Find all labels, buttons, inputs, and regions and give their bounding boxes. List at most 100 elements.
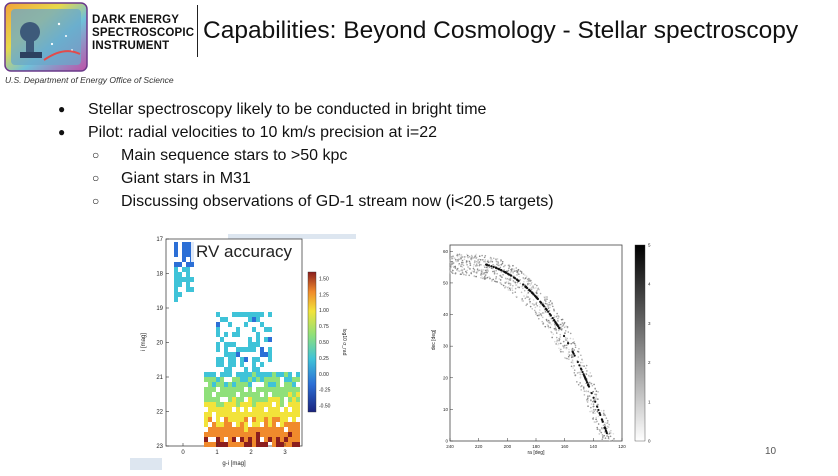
heatmap-cell	[288, 442, 292, 447]
heatmap-cell	[256, 437, 260, 442]
heatmap-cell	[240, 422, 244, 427]
scatter-point	[509, 289, 512, 291]
heatmap-cell	[240, 382, 244, 387]
scatter-point	[452, 261, 455, 264]
scatter-point	[584, 367, 587, 370]
scatter-point	[531, 303, 534, 305]
scatter-point	[547, 326, 550, 329]
heatmap-cell	[284, 382, 288, 387]
x-tick-label: 240	[446, 444, 454, 449]
scatter-point	[574, 374, 577, 376]
scatter-point	[483, 256, 486, 259]
scatter-point	[567, 342, 570, 345]
heatmap-cell	[256, 402, 260, 407]
scatter-point	[488, 276, 490, 278]
colorbar-tick-label: 0	[648, 439, 651, 444]
scatter-point	[580, 385, 583, 387]
heatmap-cell	[208, 387, 212, 392]
heatmap-cell	[276, 372, 280, 377]
scatter-point	[536, 289, 538, 292]
heatmap-cell	[232, 312, 236, 317]
heatmap-cell	[268, 377, 272, 382]
scatter-point	[596, 426, 599, 429]
heatmap-cell	[244, 392, 248, 397]
scatter-point	[548, 315, 551, 318]
scatter-point	[559, 342, 562, 345]
heatmap-cell	[264, 327, 268, 332]
scatter-point	[487, 259, 489, 262]
heatmap-cell	[276, 442, 280, 447]
heatmap-cell	[212, 377, 216, 382]
heatmap-cell	[220, 402, 224, 407]
heatmap-cell	[204, 377, 208, 382]
scatter-point	[571, 347, 574, 350]
scatter-point	[499, 260, 502, 262]
scatter-point	[549, 303, 552, 306]
scatter-point	[472, 265, 475, 268]
scatter-point	[496, 258, 499, 260]
scatter-point	[553, 315, 556, 317]
heatmap-cell	[208, 427, 212, 432]
heatmap-cell	[208, 407, 212, 412]
scatter-point	[481, 275, 483, 278]
scatter-point	[519, 282, 522, 285]
heatmap-cell	[240, 377, 244, 382]
scatter-point	[568, 348, 570, 351]
heatmap-cell	[252, 432, 256, 437]
colorbar-tick-label: -0.25	[319, 388, 331, 394]
heatmap-cell	[228, 402, 232, 407]
heatmap-cell	[252, 437, 256, 442]
heatmap-cell	[256, 337, 260, 342]
heatmap-cell	[252, 442, 256, 447]
scatter-point	[451, 257, 453, 260]
heatmap-cell	[208, 397, 212, 402]
heatmap-cell	[240, 357, 244, 362]
scatter-point	[549, 306, 551, 309]
scatter-point	[476, 270, 479, 272]
scatter-point	[458, 253, 461, 256]
heatmap-cell	[240, 412, 244, 417]
scatter-point	[543, 312, 545, 314]
heatmap-cell	[212, 397, 216, 402]
heatmap-cell	[244, 437, 248, 442]
scatter-point	[594, 408, 597, 411]
heatmap-cell	[228, 437, 232, 442]
heatmap-cell	[280, 392, 284, 397]
heatmap-cell	[264, 372, 268, 377]
heatmap-cell	[224, 392, 228, 397]
heatmap-cell	[216, 432, 220, 437]
scatter-point	[464, 270, 467, 273]
scatter-point	[458, 263, 460, 266]
scatter-point	[601, 434, 604, 436]
scatter-point	[588, 381, 591, 384]
scatter-point	[585, 390, 588, 393]
heatmap-cell	[216, 397, 220, 402]
heatmap-cell	[288, 412, 292, 417]
heatmap-cell	[224, 402, 228, 407]
scatter-point	[577, 383, 580, 386]
scatter-point	[597, 391, 599, 393]
heatmap-cell	[260, 412, 264, 417]
heatmap-cell	[268, 387, 272, 392]
scatter-point	[546, 323, 549, 326]
scatter-point	[604, 429, 608, 432]
scatter-point	[508, 287, 511, 290]
heatmap-cell	[186, 277, 190, 282]
heatmap-cell	[204, 412, 208, 417]
scatter-point	[495, 276, 498, 279]
scatter-point	[520, 272, 523, 274]
scatter-point	[600, 418, 604, 421]
scatter-point	[579, 361, 582, 364]
scatter-point	[555, 322, 558, 325]
scatter-point	[544, 306, 547, 308]
heatmap-cell	[208, 377, 212, 382]
scatter-point	[604, 414, 606, 417]
heatmap-cell	[228, 367, 232, 372]
heatmap-cell	[220, 442, 224, 447]
heatmap-cell	[174, 247, 178, 252]
heatmap-cell	[252, 397, 256, 402]
heatmap-cell	[232, 432, 236, 437]
scatter-point	[588, 375, 590, 378]
heatmap-cell	[228, 342, 232, 347]
